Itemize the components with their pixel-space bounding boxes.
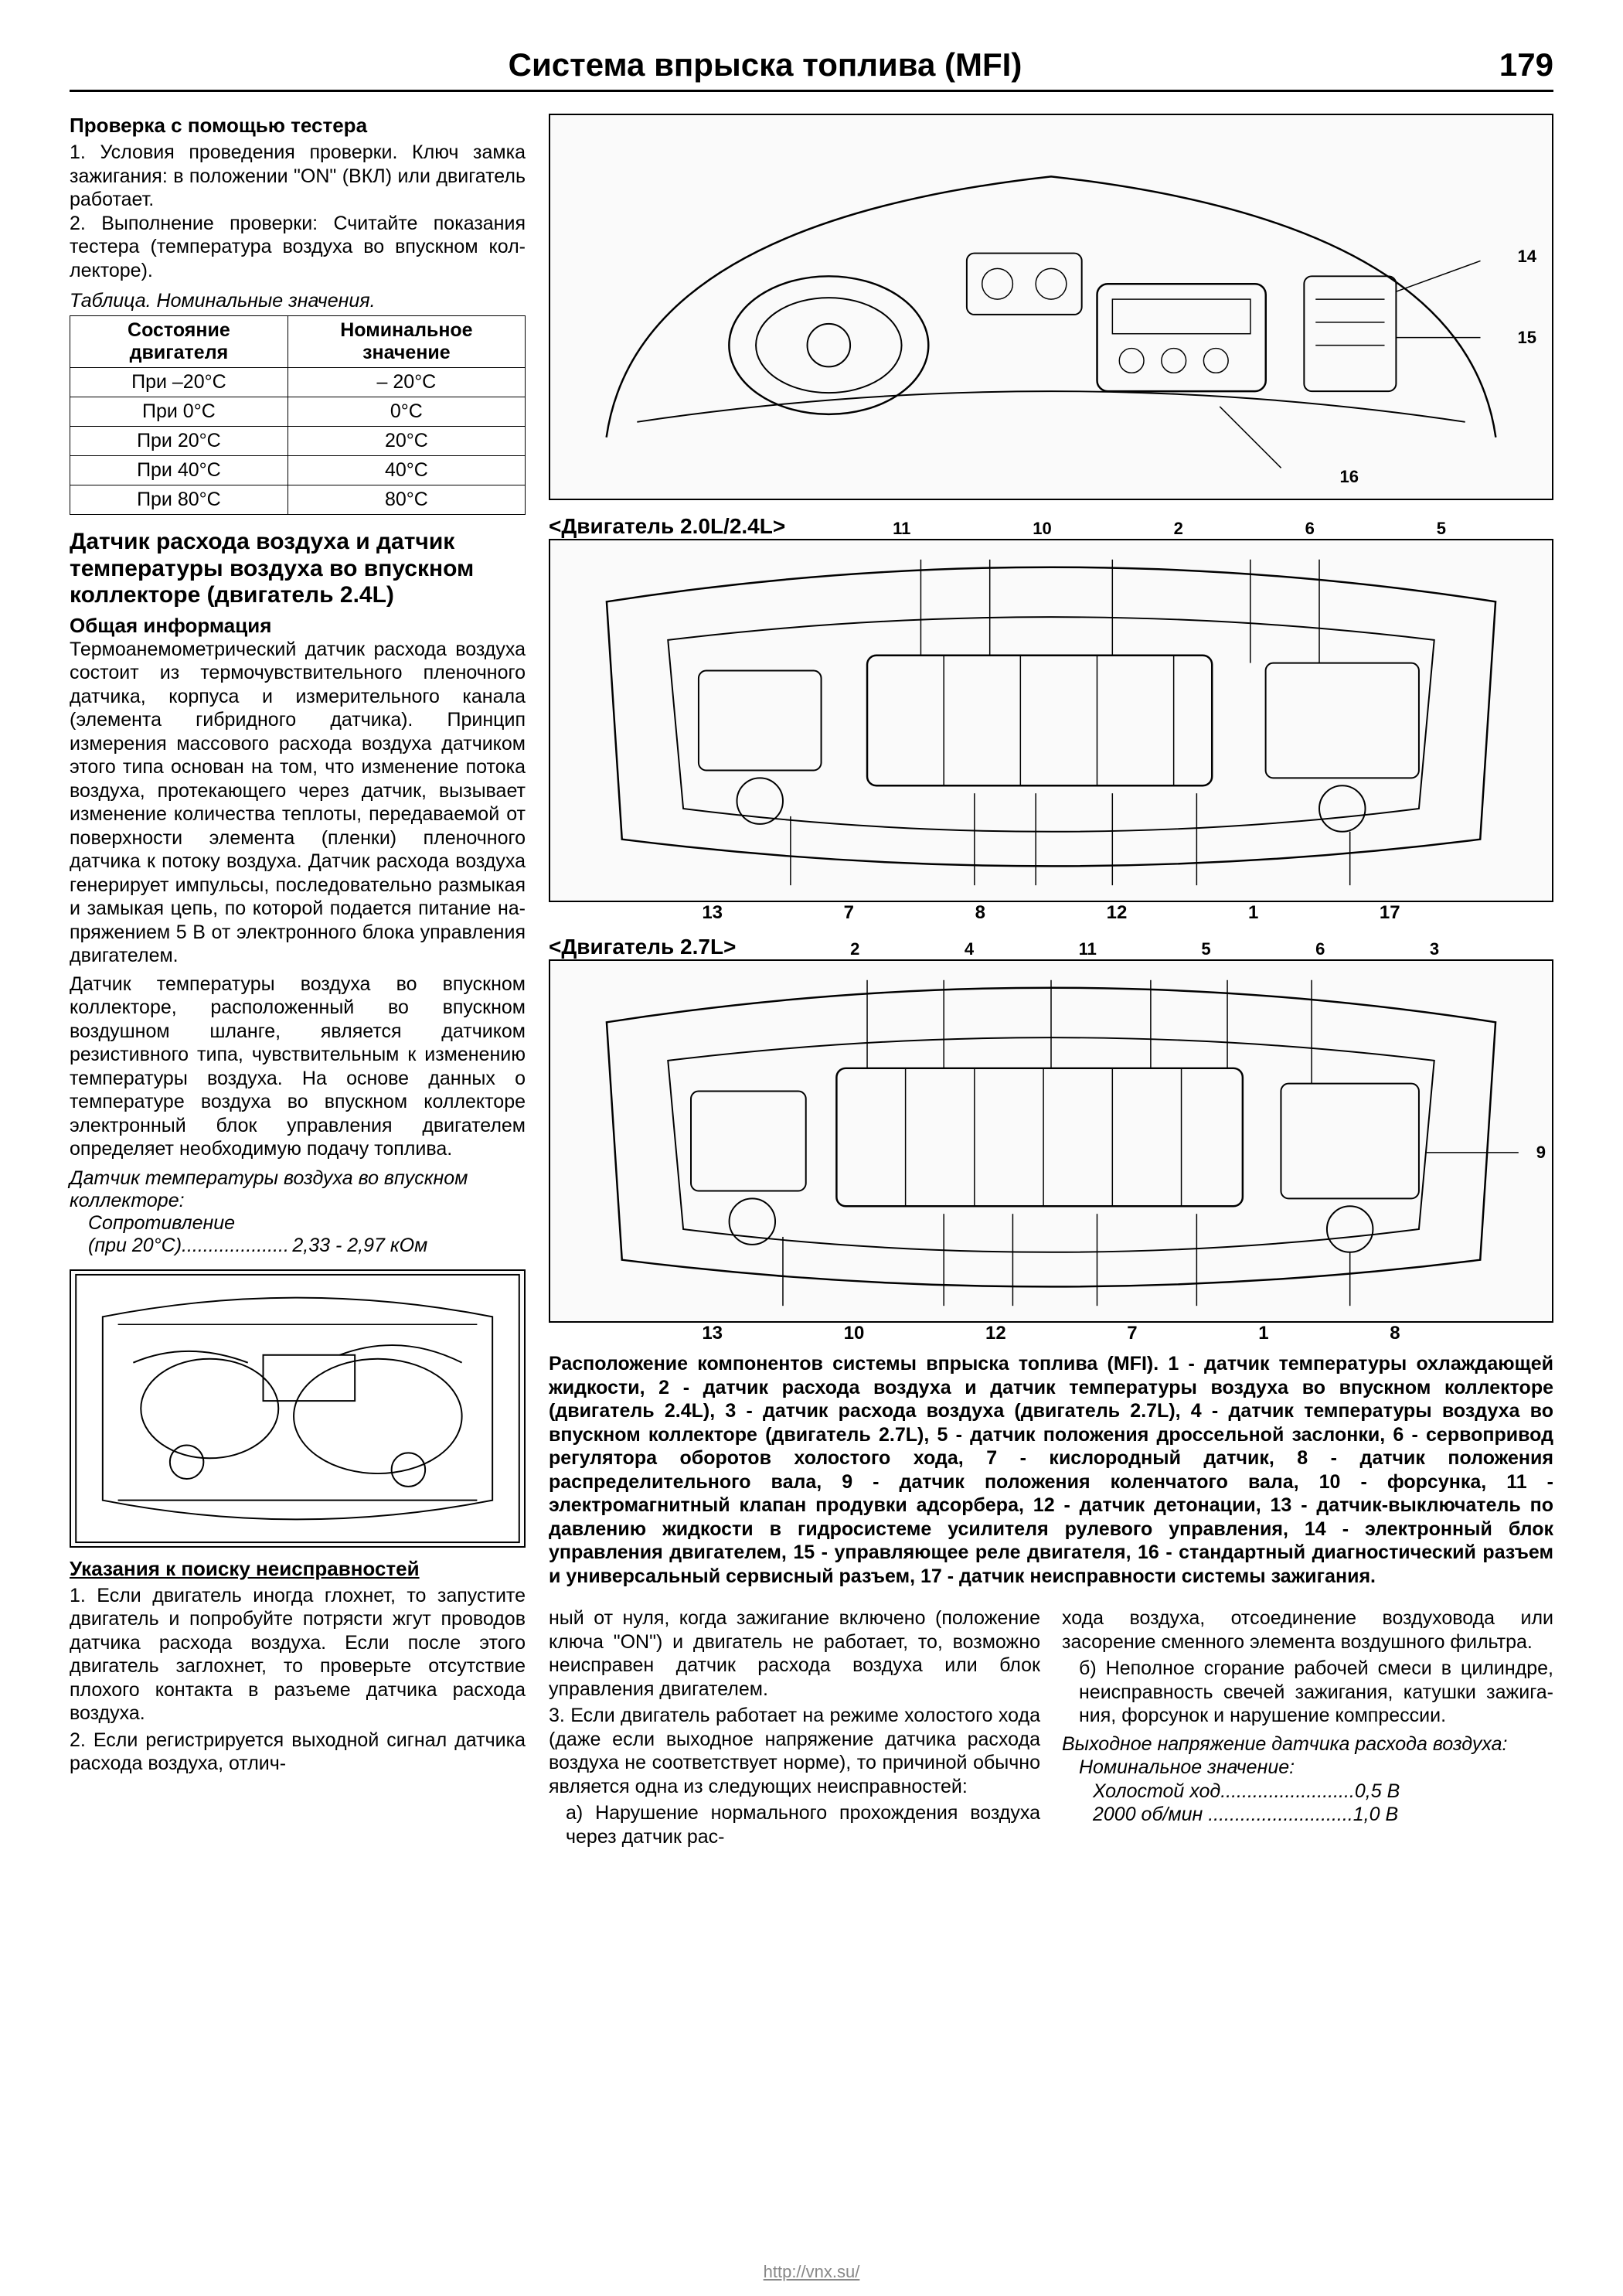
idle-value: 0,5 В	[1355, 1780, 1400, 1802]
callout: 2	[850, 939, 859, 959]
footer-url: http://vnx.su/	[0, 2262, 1623, 2282]
callout: 17	[1380, 902, 1400, 924]
airflow-body2: Датчик температуры воздуха во впуск­ном …	[70, 973, 526, 1161]
callout: 12	[1107, 902, 1128, 924]
trouble-p2: 2. Если регистрируется выходной сигнал д…	[70, 1729, 526, 1776]
bottom-p: 3. Если двигатель работает на режиме хол…	[549, 1704, 1040, 1798]
tester-heading: Проверка с помощью тестера	[70, 114, 526, 138]
callout: 1	[1248, 902, 1258, 924]
bottom-columns: ный от нуля, когда зажигание включе­но (…	[549, 1606, 1553, 1848]
rpm-value: 1,0 В	[1353, 1804, 1398, 1825]
page-header: Система впрыска топлива (MFI) 179	[70, 46, 1553, 92]
nominal-value-label: Номинальное значение:	[1062, 1756, 1553, 1780]
engine-27-diagram: 9	[549, 959, 1553, 1323]
page-title: Система впрыска топлива (MFI)	[70, 46, 1461, 83]
nominal-table: Состояние двигателя Номинальное значение…	[70, 315, 526, 515]
callout: 4	[965, 939, 974, 959]
callout: 6	[1315, 939, 1325, 959]
trouble-heading: Указания к поиску неисправностей	[70, 1557, 526, 1581]
table-caption: Таблица. Номинальные значения.	[70, 290, 526, 312]
tester-p2: 2. Выполнение проверки: Считайте показан…	[70, 212, 526, 283]
callout: 5	[1201, 939, 1210, 959]
engine-27-bottom-callouts: 13 10 12 7 1 8	[549, 1323, 1553, 1344]
dash-callout-14: 14	[1518, 247, 1536, 267]
table-row: При 0°C0°C	[70, 397, 526, 427]
right-column: 14 15 16 <Двигатель 2.0L/2.4L> 11 10 2 6…	[549, 114, 1553, 1848]
callout: 6	[1305, 519, 1315, 539]
bottom-p: ный от нуля, когда зажигание включе­но (…	[549, 1606, 1040, 1701]
callout: 11	[893, 519, 910, 539]
callout: 10	[844, 1323, 865, 1344]
callout: 1	[1258, 1323, 1268, 1344]
engine-20-24-diagram	[549, 539, 1553, 902]
table-col2: Номинальное значение	[288, 316, 525, 368]
left-column: Проверка с помощью тестера 1. Условия пр…	[70, 114, 526, 1848]
spec-resistance: Сопротивление	[88, 1212, 235, 1234]
callout: 2	[1174, 519, 1183, 539]
engine-20-24-label: <Двигатель 2.0L/2.4L>	[549, 514, 785, 539]
callout: 3	[1430, 939, 1439, 959]
components-caption: Расположение компонентов системы впрыска…	[549, 1352, 1553, 1588]
dash-callout-16: 16	[1340, 467, 1359, 487]
callout: 7	[1127, 1323, 1137, 1344]
table-row: При 20°C20°C	[70, 427, 526, 456]
small-engine-diagram	[70, 1269, 526, 1548]
spec-val: 2,33 - 2,97 кОм	[292, 1235, 427, 1256]
trouble-p1: 1. Если двигатель иногда глохнет, то зап…	[70, 1584, 526, 1725]
dash-callout-15: 15	[1518, 328, 1536, 348]
callout: 13	[702, 902, 723, 924]
callout: 12	[985, 1323, 1006, 1344]
rpm-label: 2000 об/мин ...........................	[1093, 1804, 1353, 1825]
spec-cond: (при 20°C)....................	[88, 1235, 289, 1256]
tester-p1: 1. Условия проведения проверки. Ключ зам…	[70, 141, 526, 212]
dashboard-diagram: 14 15 16	[549, 114, 1553, 500]
table-row: При –20°C– 20°C	[70, 368, 526, 397]
callout: 11	[1079, 939, 1097, 959]
output-voltage-label: Выходное напряжение датчика рас­хода воз…	[1062, 1732, 1553, 1756]
spec-label: Датчик температуры воздуха во впускном к…	[70, 1167, 526, 1212]
callout-9: 9	[1536, 1143, 1546, 1163]
table-col1: Состояние двигателя	[70, 316, 288, 368]
bottom-p: а) Нарушение нормального прохо­ждения во…	[549, 1801, 1040, 1848]
table-row: При 40°C40°C	[70, 456, 526, 485]
callout: 13	[702, 1323, 723, 1344]
callout: 10	[1033, 519, 1051, 539]
engine-27-label: <Двигатель 2.7L>	[549, 935, 736, 959]
main-content: Проверка с помощью тестера 1. Условия пр…	[70, 114, 1553, 1848]
page-number: 179	[1461, 46, 1553, 83]
engine-20-24-bottom-callouts: 13 7 8 12 1 17	[549, 902, 1553, 924]
callout: 5	[1437, 519, 1446, 539]
callout: 8	[1390, 1323, 1400, 1344]
airflow-body1: Термоанемометрический датчик расхо­да во…	[70, 638, 526, 968]
bottom-p: б) Неполное сгорание рабочей смеси в цил…	[1062, 1657, 1553, 1728]
bottom-col-2: ный от нуля, когда зажигание включе­но (…	[549, 1606, 1040, 1848]
airflow-sub: Общая информация	[70, 614, 526, 638]
callout: 7	[844, 902, 854, 924]
airflow-heading: Датчик расхода воздуха и датчик температ…	[70, 529, 526, 609]
callout: 8	[975, 902, 985, 924]
bottom-p: хода воздуха, отсоединение возду­ховода …	[1062, 1606, 1553, 1654]
bottom-col-3: хода воздуха, отсоединение возду­ховода …	[1062, 1606, 1553, 1848]
idle-label: Холостой ход.........................	[1093, 1780, 1355, 1802]
table-row: При 80°C80°C	[70, 485, 526, 515]
